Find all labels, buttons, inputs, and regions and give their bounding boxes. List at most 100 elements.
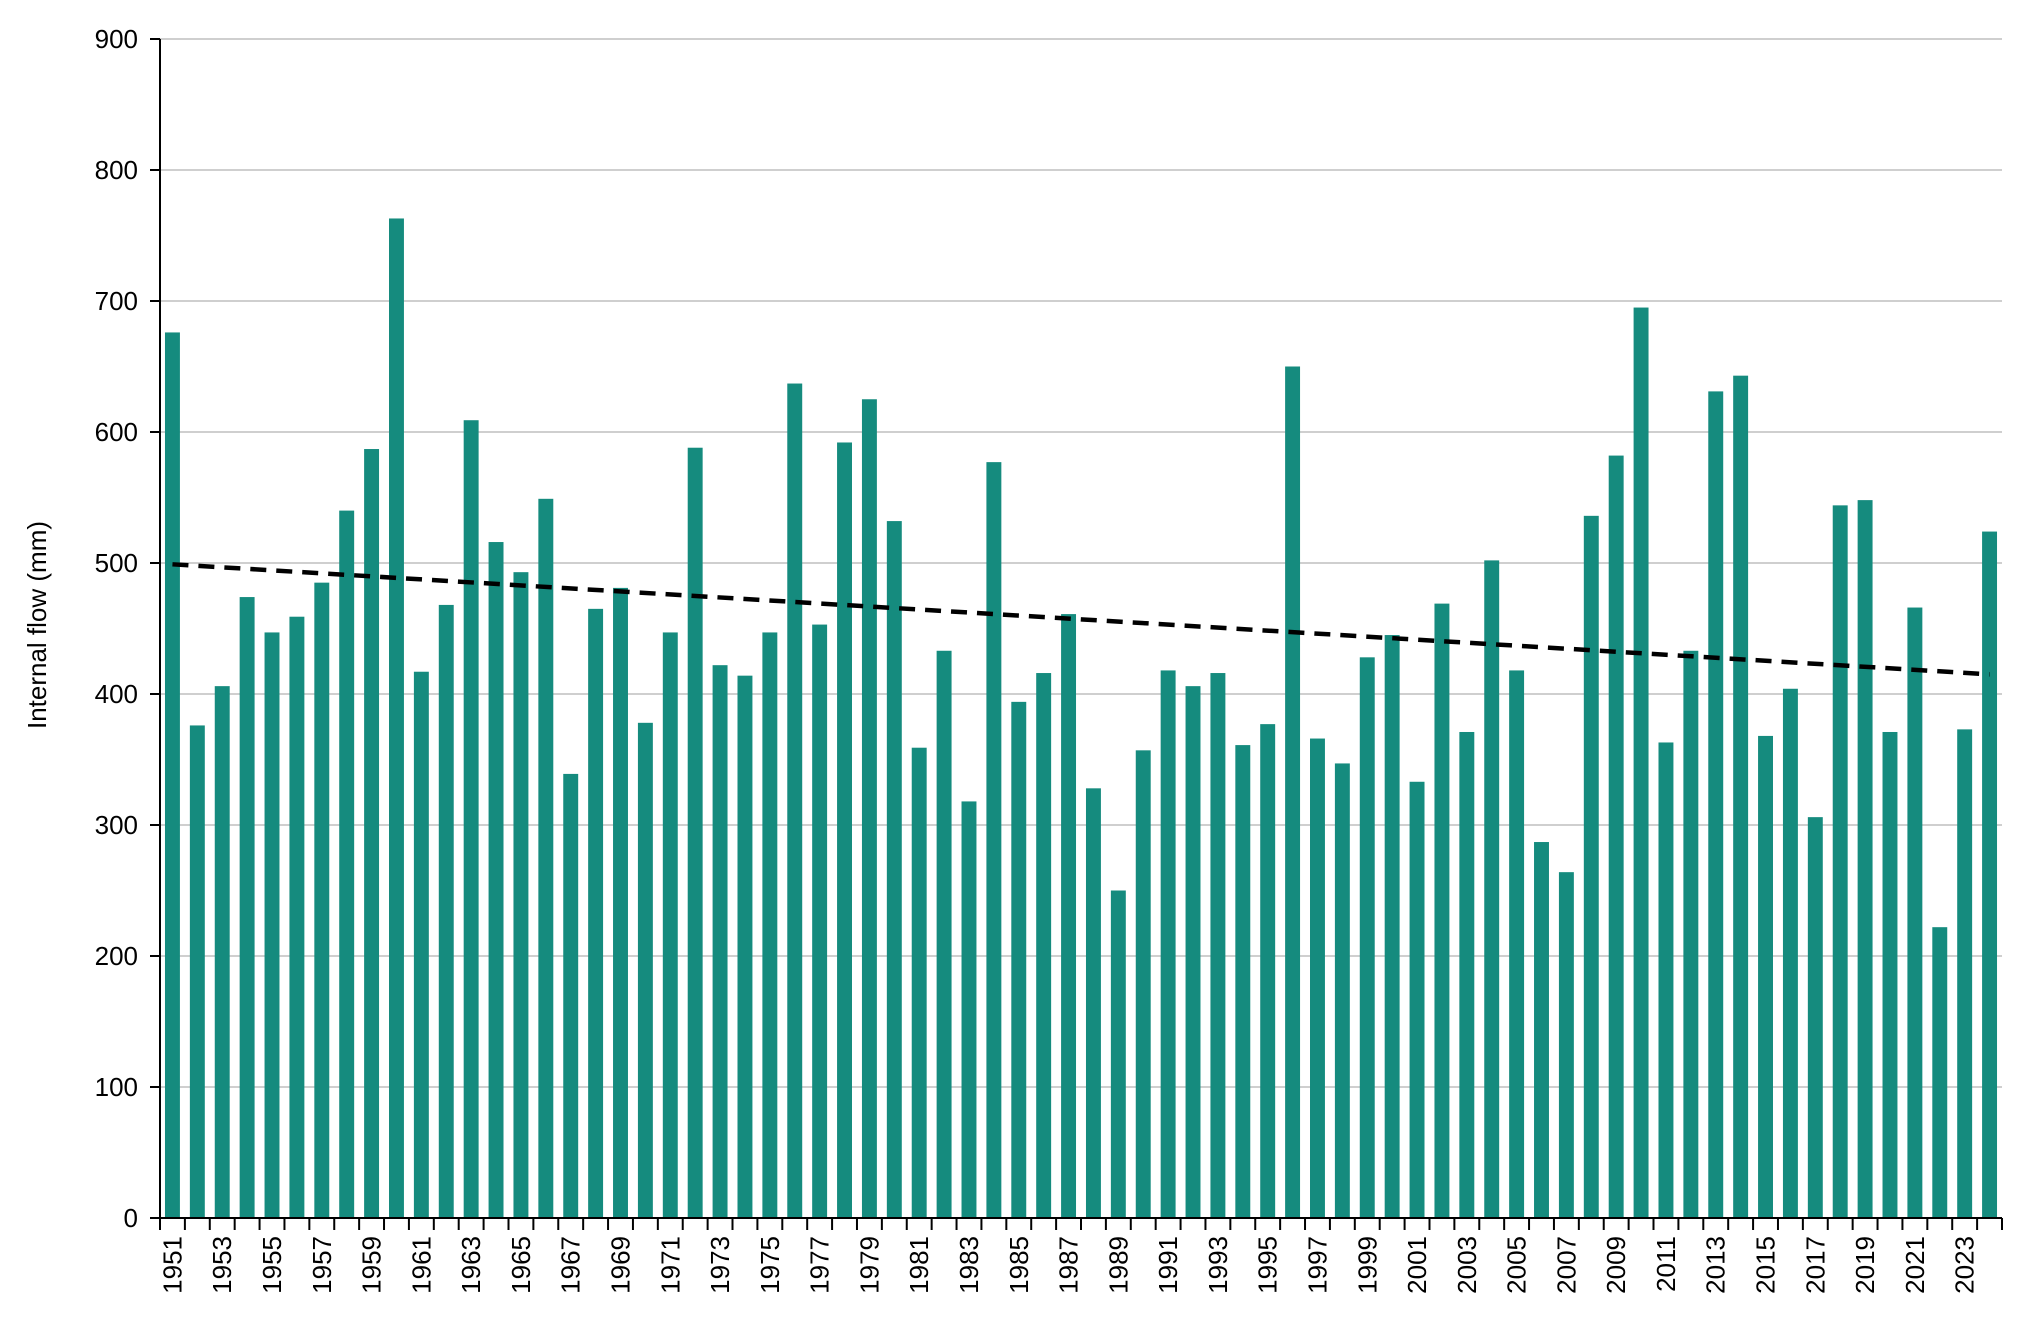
bar <box>1733 375 1749 1218</box>
bar <box>986 462 1002 1218</box>
y-tick-label: 400 <box>95 679 138 709</box>
bar <box>1882 731 1898 1218</box>
x-tick-label: 1957 <box>307 1236 337 1294</box>
y-tick-labels: 0 100 200 300 400 500 600 700 800 900 <box>95 24 138 1233</box>
x-tick-label: 1993 <box>1203 1236 1233 1294</box>
y-tick-label: 500 <box>95 548 138 578</box>
bar <box>1658 742 1674 1218</box>
x-tick-label: 1979 <box>854 1236 884 1294</box>
bar <box>911 747 927 1218</box>
bar <box>1036 673 1052 1218</box>
bars <box>164 218 1998 1219</box>
bar <box>1534 842 1549 1218</box>
x-tick-label: 1969 <box>606 1236 636 1294</box>
x-tick-label: 1951 <box>157 1236 187 1294</box>
x-tick-label: 1961 <box>406 1236 436 1294</box>
x-tick-labels: 1951 1953 1955 1957 1959 1961 1963 1965 1967 1969… <box>157 1236 1979 1294</box>
bar <box>1583 515 1599 1218</box>
trendline <box>172 562 1990 677</box>
bar <box>189 725 205 1218</box>
bar <box>1558 872 1574 1218</box>
y-tick-label: 600 <box>95 417 138 447</box>
bar <box>1359 657 1375 1218</box>
bar <box>662 632 678 1218</box>
bar <box>1135 750 1151 1218</box>
bar <box>1310 738 1325 1218</box>
bar <box>339 510 355 1219</box>
x-tick-label: 1975 <box>755 1236 785 1294</box>
bar <box>687 447 703 1219</box>
bar <box>588 608 604 1218</box>
bar <box>1608 455 1624 1219</box>
bar <box>314 582 330 1218</box>
bar <box>1957 729 1973 1218</box>
x-tick-label: 1965 <box>506 1236 536 1294</box>
bar <box>1907 607 1923 1218</box>
bar <box>413 671 429 1218</box>
x-tick-label: 1999 <box>1352 1236 1382 1294</box>
bar <box>837 442 852 1219</box>
x-tick-label: 1995 <box>1253 1236 1283 1294</box>
x-tick-label: 2023 <box>1950 1236 1980 1294</box>
gridlines <box>160 38 2002 1088</box>
x-tick-label: 2013 <box>1701 1236 1731 1294</box>
x-tick-label: 1985 <box>1004 1236 1034 1294</box>
bar <box>1832 505 1848 1218</box>
x-tick-label: 1955 <box>257 1236 287 1294</box>
bar <box>488 542 504 1218</box>
bar <box>289 616 305 1218</box>
bar <box>637 722 653 1218</box>
trendline-group <box>172 562 1990 677</box>
y-tick-label: 300 <box>95 810 138 840</box>
x-tick-label: 2017 <box>1800 1236 1830 1294</box>
bar <box>1160 670 1176 1218</box>
x-tick-label: 1991 <box>1153 1236 1183 1294</box>
bar <box>1260 724 1276 1218</box>
x-tick-label: 1981 <box>904 1236 934 1294</box>
bar <box>712 665 728 1218</box>
bar <box>1683 650 1699 1218</box>
x-tick-label: 1997 <box>1302 1236 1332 1294</box>
bar <box>1334 763 1350 1218</box>
bar <box>1210 673 1226 1218</box>
y-tick-label: 700 <box>95 286 138 316</box>
x-tick-label: 2011 <box>1651 1236 1681 1292</box>
x-tick-label: 1971 <box>655 1236 685 1294</box>
bar <box>164 332 180 1218</box>
bar <box>1235 745 1251 1218</box>
bar <box>861 399 877 1218</box>
bar <box>1061 614 1077 1218</box>
bar <box>936 650 952 1218</box>
x-tick-label: 1973 <box>705 1236 735 1294</box>
bar <box>1782 688 1798 1218</box>
y-tick-label: 100 <box>95 1072 138 1102</box>
bar <box>1484 560 1500 1218</box>
axes <box>150 38 2003 1230</box>
bar <box>513 572 529 1218</box>
y-tick-label: 0 <box>124 1203 138 1233</box>
y-tick-label: 200 <box>95 941 138 971</box>
x-tick-label: 2015 <box>1751 1236 1781 1294</box>
x-tick-label: 2021 <box>1900 1236 1930 1294</box>
bar <box>1807 817 1823 1218</box>
y-tick-label: 900 <box>95 24 138 54</box>
x-tick-label: 1953 <box>207 1236 237 1294</box>
x-tick-label: 1987 <box>1054 1236 1084 1294</box>
x-tick-label: 1963 <box>456 1236 486 1294</box>
bar <box>1982 531 1998 1218</box>
bar <box>389 218 404 1219</box>
bar <box>812 624 828 1218</box>
bar <box>1085 788 1101 1218</box>
x-tick-label: 1989 <box>1103 1236 1133 1294</box>
bar <box>613 587 628 1218</box>
x-tick-label: 2003 <box>1452 1236 1482 1294</box>
bar <box>463 420 479 1219</box>
x-tick-label: 2005 <box>1502 1236 1532 1294</box>
bar <box>438 604 454 1218</box>
x-tick-label: 1967 <box>556 1236 586 1294</box>
x-tick-label: 1977 <box>805 1236 835 1294</box>
bar <box>1434 603 1450 1218</box>
x-tick-label: 1983 <box>954 1236 984 1294</box>
